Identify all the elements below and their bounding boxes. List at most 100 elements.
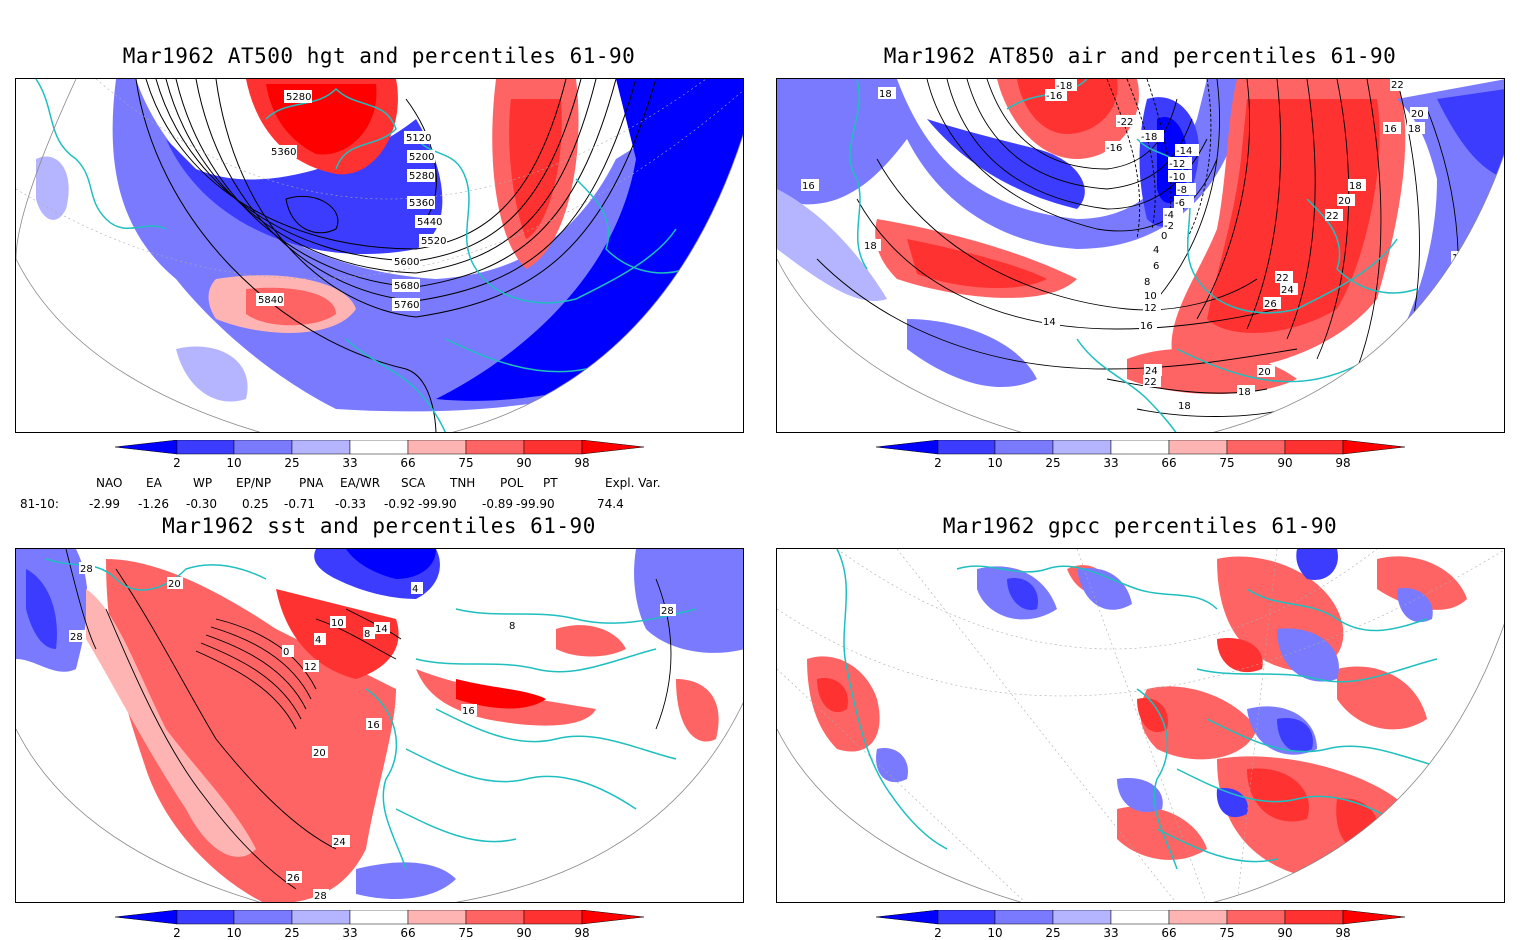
contour-label: -14 xyxy=(1175,144,1199,157)
contour-label: 24 xyxy=(1144,364,1162,377)
svg-text:8: 8 xyxy=(1144,277,1150,288)
contour-label: 18 xyxy=(1348,179,1366,192)
svg-text:10: 10 xyxy=(1144,291,1157,302)
contour-label: 20 xyxy=(167,577,183,590)
panel-title-gpcc: Mar1962 gpcc percentiles 61-90 xyxy=(942,514,1338,538)
colorbar-label: 25 xyxy=(1045,926,1060,940)
index-value: -0.71 xyxy=(284,497,316,511)
contour-label: 8 xyxy=(1143,275,1161,288)
svg-text:16: 16 xyxy=(367,720,380,731)
svg-text:-16: -16 xyxy=(1106,143,1122,154)
svg-text:-14: -14 xyxy=(1176,146,1192,157)
contour-label: 28 xyxy=(79,562,95,575)
svg-text:28: 28 xyxy=(661,606,674,617)
contour-label: 18 xyxy=(1407,122,1425,135)
contour-label: 28 xyxy=(69,630,85,643)
svg-text:18: 18 xyxy=(879,89,892,100)
contour-label: 20 xyxy=(1337,194,1355,207)
colorbar-label: 25 xyxy=(284,456,299,470)
contour-label: 12 xyxy=(1143,301,1161,314)
contour-label: 22 xyxy=(1275,271,1293,284)
panel-title-sst: Mar1962 sst and percentiles 61-90 xyxy=(162,514,596,538)
map-panel-gpcc xyxy=(776,548,1505,903)
svg-text:12: 12 xyxy=(1144,303,1157,314)
index-value: 74.4 xyxy=(597,497,624,511)
contour-label: -12 xyxy=(1168,157,1192,170)
colorbar-label: 90 xyxy=(516,926,531,940)
colorbar-label: 98 xyxy=(1335,456,1350,470)
contour-label: 28 xyxy=(660,604,676,617)
index-value: -0.92 xyxy=(384,497,416,511)
svg-text:28: 28 xyxy=(314,891,327,902)
svg-text:26: 26 xyxy=(287,873,300,884)
svg-text:28: 28 xyxy=(70,632,83,643)
contour-label: 5360 xyxy=(407,196,435,209)
index-value: -0.33 xyxy=(335,497,367,511)
svg-text:8: 8 xyxy=(509,621,515,632)
contour-label: 22 xyxy=(1390,79,1408,91)
svg-text:-6: -6 xyxy=(1175,198,1185,209)
contour-label: -8 xyxy=(1176,183,1196,196)
contour-label: 5280 xyxy=(284,90,312,103)
svg-text:22: 22 xyxy=(1144,377,1157,388)
contour-label: -18 xyxy=(1055,79,1077,92)
index-row-label: 81-10: xyxy=(20,497,59,511)
colorbar-label: 2 xyxy=(934,456,942,470)
svg-text:5680: 5680 xyxy=(394,281,419,292)
colorbar-label: 33 xyxy=(1103,926,1118,940)
svg-text:16: 16 xyxy=(1140,321,1153,332)
colorbar-label: 90 xyxy=(1277,926,1292,940)
contour-label: -2 xyxy=(1163,219,1183,232)
contour-label: 5760 xyxy=(392,298,420,311)
colorbar-label: 25 xyxy=(284,926,299,940)
panel-title-air850: Mar1962 AT850 air and percentiles 61-90 xyxy=(883,44,1397,68)
contour-label: -10 xyxy=(1168,170,1192,183)
svg-text:-18: -18 xyxy=(1056,81,1072,92)
svg-text:18: 18 xyxy=(864,241,877,252)
svg-text:-8: -8 xyxy=(1177,185,1187,196)
svg-text:-2: -2 xyxy=(1164,221,1174,232)
svg-text:22: 22 xyxy=(1276,273,1289,284)
colorbar-label: 33 xyxy=(342,456,357,470)
contour-label: 14 xyxy=(1042,315,1060,328)
svg-text:20: 20 xyxy=(313,748,326,759)
colorbar-label: 10 xyxy=(987,926,1002,940)
contour-label: 0 xyxy=(1159,229,1175,242)
contour-label: 18 xyxy=(1237,385,1255,398)
colorbar-label: 98 xyxy=(1335,926,1350,940)
colorbar-hgt500: 2 10 25 33 66 75 90 98 xyxy=(115,440,645,470)
index-value: -1.26 xyxy=(138,497,170,511)
svg-text:20: 20 xyxy=(1258,367,1271,378)
contour-label: 5280 xyxy=(407,169,435,182)
colorbar-label: 66 xyxy=(1161,926,1176,940)
colorbar-label: 90 xyxy=(1277,456,1292,470)
svg-text:24: 24 xyxy=(1281,285,1294,296)
index-header: TNH xyxy=(450,476,476,490)
colorbar-label: 10 xyxy=(226,926,241,940)
svg-text:-12: -12 xyxy=(1169,159,1185,170)
index-header: EA xyxy=(146,476,162,490)
colorbar-label: 66 xyxy=(1161,456,1176,470)
colorbar-gpcc: 2 10 25 33 66 75 90 98 xyxy=(876,910,1406,940)
index-value: 0.25 xyxy=(242,497,269,511)
svg-text:16: 16 xyxy=(1384,124,1397,135)
contour-label: 6 xyxy=(1151,259,1167,272)
colorbar-label: 90 xyxy=(516,456,531,470)
svg-text:18: 18 xyxy=(1349,181,1362,192)
colorbar-label: 10 xyxy=(226,456,241,470)
svg-text:20: 20 xyxy=(1338,196,1351,207)
contour-label: 16 xyxy=(801,179,819,192)
svg-text:-18: -18 xyxy=(1141,132,1157,143)
svg-text:5280: 5280 xyxy=(286,92,311,103)
contour-label: -16 xyxy=(1045,89,1067,102)
colorbar-label: 75 xyxy=(1219,456,1234,470)
colorbar-label: 66 xyxy=(400,456,415,470)
contour-label: 4 xyxy=(314,633,326,646)
contour-label: 20 xyxy=(312,746,328,759)
index-header: SCA xyxy=(401,476,426,490)
contour-label: 24 xyxy=(332,835,350,848)
svg-text:4: 4 xyxy=(315,635,321,646)
colorbar-label: 2 xyxy=(934,926,942,940)
contour-label: 0 xyxy=(282,645,294,658)
index-value: -99.90 xyxy=(516,497,555,511)
